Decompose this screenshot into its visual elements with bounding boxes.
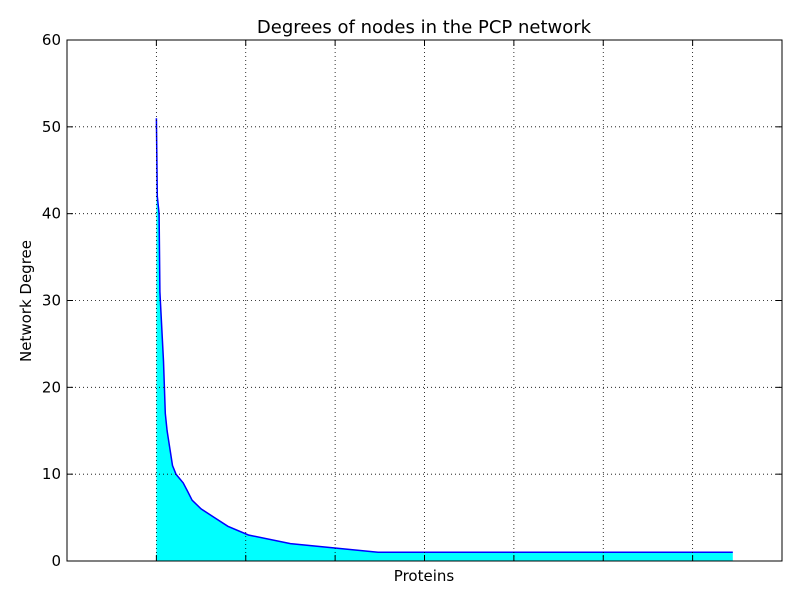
y-tick-label: 30 xyxy=(42,292,61,310)
y-tick-label: 0 xyxy=(51,552,61,570)
y-tick-label: 60 xyxy=(42,31,61,49)
x-axis-label: Proteins xyxy=(394,567,455,585)
y-tick-label: 40 xyxy=(42,205,61,223)
chart-title: Degrees of nodes in the PCP network xyxy=(257,17,592,38)
y-axis-label: Network Degree xyxy=(17,240,35,362)
plot-area: 0 10 20 30 40 50 60 xyxy=(42,31,783,570)
y-tick-label: 20 xyxy=(42,378,61,396)
y-tick-label: 50 xyxy=(42,118,61,136)
y-tick-label: 10 xyxy=(42,465,61,483)
series-line xyxy=(155,118,733,554)
